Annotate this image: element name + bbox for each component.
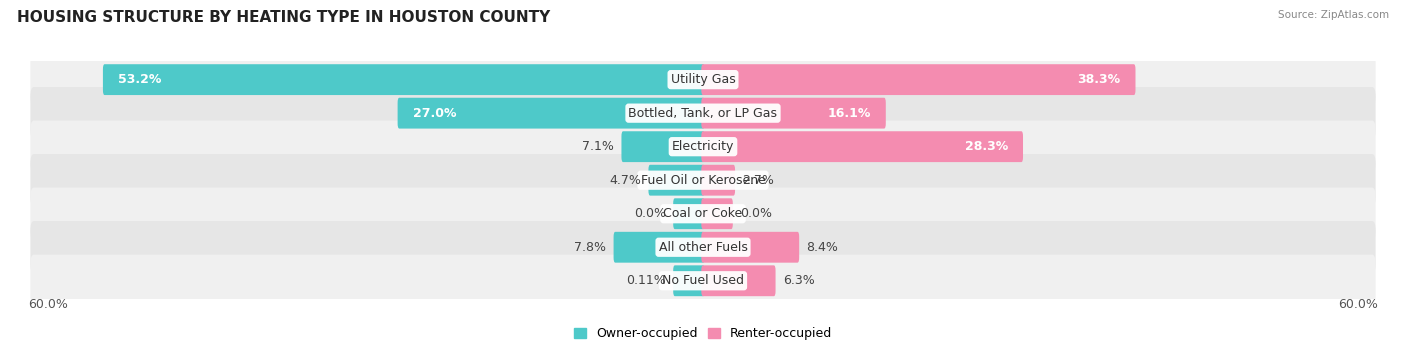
Text: 60.0%: 60.0% (28, 298, 67, 311)
Text: 28.3%: 28.3% (965, 140, 1008, 153)
Text: 60.0%: 60.0% (1339, 298, 1378, 311)
Text: 27.0%: 27.0% (413, 107, 457, 120)
Text: Fuel Oil or Kerosene: Fuel Oil or Kerosene (641, 174, 765, 187)
FancyBboxPatch shape (398, 98, 704, 129)
Text: 0.0%: 0.0% (634, 207, 666, 220)
Text: 0.0%: 0.0% (740, 207, 772, 220)
FancyBboxPatch shape (103, 64, 704, 95)
Text: 16.1%: 16.1% (827, 107, 870, 120)
Text: Coal or Coke: Coal or Coke (664, 207, 742, 220)
Text: 38.3%: 38.3% (1077, 73, 1121, 86)
FancyBboxPatch shape (673, 265, 704, 296)
FancyBboxPatch shape (702, 232, 799, 263)
FancyBboxPatch shape (31, 255, 1375, 307)
Text: 2.7%: 2.7% (742, 174, 775, 187)
FancyBboxPatch shape (31, 188, 1375, 240)
FancyBboxPatch shape (702, 265, 776, 296)
FancyBboxPatch shape (702, 165, 735, 196)
Text: No Fuel Used: No Fuel Used (662, 274, 744, 287)
FancyBboxPatch shape (648, 165, 704, 196)
Legend: Owner-occupied, Renter-occupied: Owner-occupied, Renter-occupied (568, 322, 838, 340)
FancyBboxPatch shape (702, 64, 1136, 95)
FancyBboxPatch shape (31, 87, 1375, 139)
Text: 7.8%: 7.8% (574, 241, 606, 254)
FancyBboxPatch shape (31, 154, 1375, 206)
FancyBboxPatch shape (673, 198, 704, 229)
FancyBboxPatch shape (613, 232, 704, 263)
Text: 7.1%: 7.1% (582, 140, 614, 153)
FancyBboxPatch shape (31, 121, 1375, 173)
Text: Electricity: Electricity (672, 140, 734, 153)
FancyBboxPatch shape (31, 53, 1375, 106)
Text: 6.3%: 6.3% (783, 274, 814, 287)
FancyBboxPatch shape (702, 131, 1024, 162)
Text: All other Fuels: All other Fuels (658, 241, 748, 254)
FancyBboxPatch shape (702, 98, 886, 129)
Text: Bottled, Tank, or LP Gas: Bottled, Tank, or LP Gas (628, 107, 778, 120)
FancyBboxPatch shape (31, 221, 1375, 273)
Text: 53.2%: 53.2% (118, 73, 162, 86)
FancyBboxPatch shape (702, 198, 733, 229)
Text: 8.4%: 8.4% (807, 241, 838, 254)
Text: Source: ZipAtlas.com: Source: ZipAtlas.com (1278, 10, 1389, 20)
Text: Utility Gas: Utility Gas (671, 73, 735, 86)
Text: 4.7%: 4.7% (609, 174, 641, 187)
Text: 0.11%: 0.11% (626, 274, 666, 287)
FancyBboxPatch shape (621, 131, 704, 162)
Text: HOUSING STRUCTURE BY HEATING TYPE IN HOUSTON COUNTY: HOUSING STRUCTURE BY HEATING TYPE IN HOU… (17, 10, 550, 25)
